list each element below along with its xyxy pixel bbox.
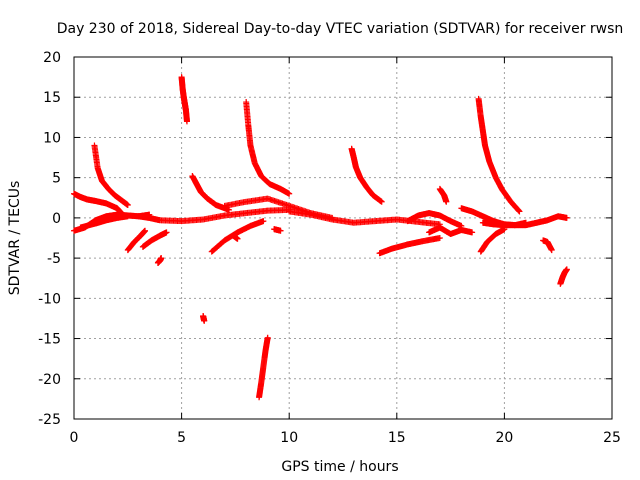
data-point: [436, 235, 443, 241]
series-arc-aa: [479, 213, 570, 229]
data-point: [234, 235, 241, 242]
data-point: [163, 229, 170, 236]
series-arc-j: [189, 173, 232, 213]
series-arc-k: [208, 218, 267, 255]
x-axis-label: GPS time / hours: [281, 459, 398, 475]
x-axis: 0 5 10 15 20 25: [70, 57, 621, 446]
data-point: [201, 317, 208, 324]
x-tick-label: 5: [177, 430, 186, 446]
series-arc-l: [200, 313, 208, 324]
data-point: [260, 218, 267, 225]
y-tick-label: 20: [43, 50, 61, 66]
x-tick-label: 15: [388, 430, 406, 446]
series-arc-x: [475, 95, 523, 215]
plot-frame: [73, 56, 613, 420]
y-tick-label: -5: [47, 251, 61, 267]
series-arc-f: [139, 229, 170, 250]
data-point: [548, 247, 555, 254]
x-tick-label: 0: [70, 430, 79, 446]
data-point: [563, 266, 570, 273]
data-point: [516, 208, 523, 215]
x-tick-label: 10: [280, 430, 298, 446]
data-point: [469, 229, 476, 236]
data-point: [264, 334, 271, 341]
series-arc-h: [135, 206, 293, 225]
data-point: [286, 190, 293, 197]
series-arc-u: [404, 210, 465, 229]
data-point: [563, 214, 570, 221]
series-arc-i: [178, 74, 190, 125]
y-axis-label: SDTVAR / TECUs: [7, 181, 23, 296]
series-arc-q: [271, 226, 284, 234]
series-arc-g: [154, 255, 165, 266]
series-arc-z: [477, 226, 508, 255]
y-tick-label: 10: [43, 130, 61, 146]
data-point: [142, 227, 149, 234]
data-point: [158, 255, 165, 262]
series-arc-c: [77, 213, 131, 231]
series-arc-r: [286, 208, 443, 228]
series-arc-a: [71, 190, 125, 217]
y-tick-label: 0: [52, 211, 61, 227]
x-tick-label: 25: [603, 430, 621, 446]
y-axis: 20 15 10 5 0 -5 -10 -15 -20 -25: [38, 50, 612, 428]
data-point: [443, 198, 450, 205]
data-point: [277, 227, 284, 234]
data-point: [124, 213, 131, 220]
y-tick-label: 15: [43, 90, 61, 106]
series-arc-o: [256, 334, 271, 401]
x-tick-label: 20: [495, 430, 513, 446]
data-point: [378, 198, 385, 205]
chart-title: Day 230 of 2018, Sidereal Day-to-day VTE…: [57, 21, 624, 37]
y-tick-label: 5: [52, 171, 61, 187]
y-tick-label: -20: [38, 372, 61, 388]
series-arc-e: [124, 227, 149, 254]
y-tick-label: -10: [38, 291, 61, 307]
data-points: [71, 74, 570, 401]
series-arc-ab: [540, 237, 555, 254]
y-tick-label: -25: [38, 412, 61, 428]
data-point: [183, 118, 190, 125]
grid: [74, 57, 612, 419]
series-arc-s: [348, 145, 385, 205]
series-arc-t: [376, 235, 443, 257]
series-arc-v: [436, 185, 450, 205]
series-arc-ac: [557, 266, 570, 287]
data-point: [124, 202, 131, 209]
series-arc-w: [426, 224, 476, 237]
series-arc-n: [243, 99, 293, 197]
y-tick-label: -15: [38, 332, 61, 348]
series-arc-m: [230, 232, 241, 242]
series-arc-d: [91, 142, 131, 209]
